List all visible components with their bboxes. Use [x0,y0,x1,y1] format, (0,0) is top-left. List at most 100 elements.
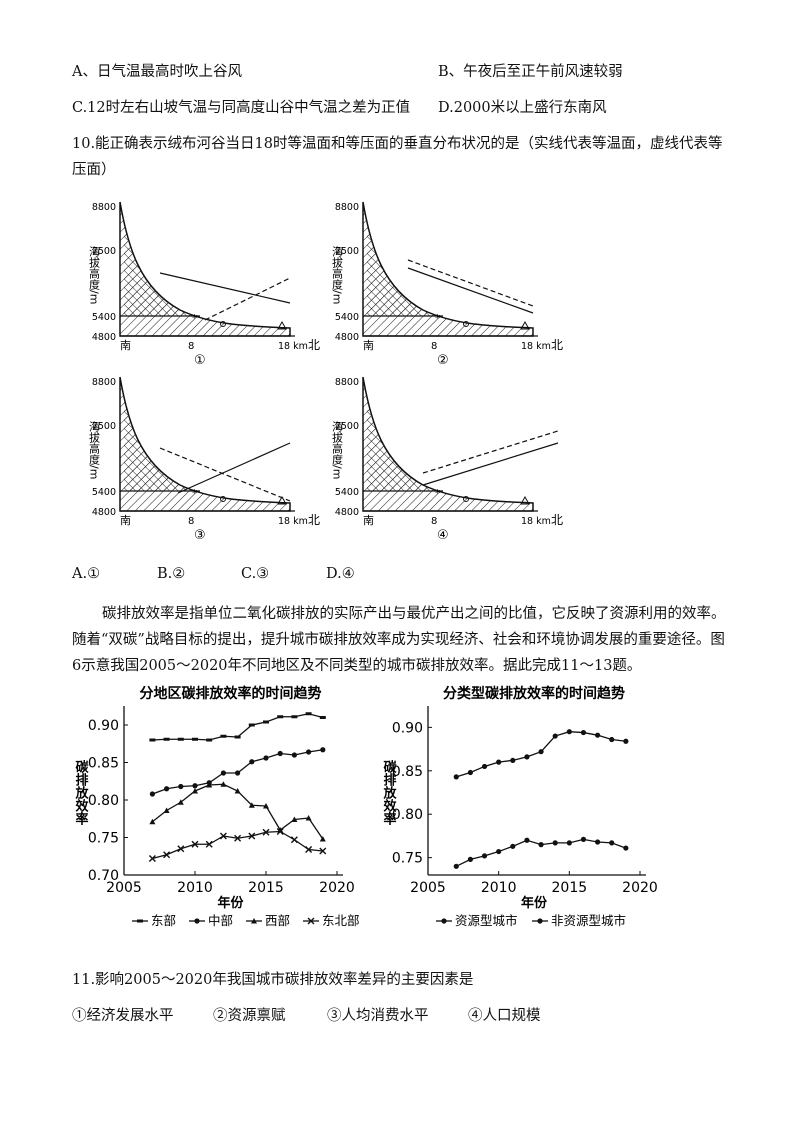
legend-item: 资源型城市 [436,913,518,928]
data-point [595,839,601,845]
y-tick-label: 7500 [92,421,116,432]
isobar-line [422,430,559,474]
panel-number: ② [437,353,449,368]
chart-title: 分地区碳排放效率的时间趋势 [140,685,322,702]
valley-panel-1: 海拔高度/m 8800 7500 5400 4800 * 南 8 18 km 北 ① [88,201,320,368]
x-tick-label: 2005 [106,880,142,896]
passage-text: 碳排放效率是指单位二氧化碳排放的实际产出与最优产出之间的比值，它反映了资源利用的… [72,606,726,674]
chart-title: 分类型碳排放效率的时间趋势 [443,685,625,702]
data-point [623,845,629,851]
q11-option-1: ①经济发展水平 [72,1008,174,1024]
data-point [163,851,171,859]
x-axis-label: 年份 [217,895,244,911]
valley-panel-3: 海拔高度/m 8800 7500 5400 4800 * 南 8 18 km 北 ③ [88,376,320,543]
data-point [149,791,155,797]
data-point [206,782,213,788]
data-point [277,750,283,757]
x-tick-label: 8 [188,341,194,352]
data-point [538,842,544,848]
data-point [623,738,629,744]
y-axis-label: 碳排放效率 [381,759,398,826]
y-tick-label: 5400 [92,312,116,323]
data-point [305,815,312,821]
data-point [276,828,284,835]
y-tick-label: 0.70 [88,868,119,884]
x-tick-label: 北 [308,338,320,352]
data-point [234,788,241,794]
data-point [263,803,269,809]
data-point [305,846,313,853]
series-line [456,731,626,778]
data-point [177,737,184,741]
data-point [496,848,502,855]
data-point [524,837,530,843]
data-point [263,755,269,761]
panel-number: ① [194,353,206,368]
y-tick-label: 4800 [92,332,116,343]
circle-marker [220,496,226,502]
circle-marker [463,321,469,327]
q11-option-3: ③人均消费水平 [327,1008,429,1024]
data-point [595,732,601,738]
data-point [177,799,184,805]
y-tick-label: 8800 [335,202,359,213]
star-marker: * [435,487,441,500]
data-point [251,918,257,924]
data-point [234,834,242,842]
y-tick-label: 7500 [92,246,116,257]
data-point [249,759,255,765]
circle-marker [220,321,226,327]
data-point [194,918,200,924]
q11-stem: 11.影响2005～2020年我国城市碳排放效率差异的主要因素是 [72,972,474,988]
series-中部 [149,747,326,797]
data-point [467,769,473,776]
q11-option-4: ④人口规模 [468,1008,541,1024]
data-point [580,729,587,736]
x-axis-label: 年份 [521,895,548,911]
data-point [163,737,170,741]
x-tick-label: 南 [363,514,374,527]
series-资源型城市 [453,836,629,869]
data-point [609,840,615,846]
series-东部 [149,712,326,742]
y-tick-label: 4800 [335,332,359,343]
data-point [220,781,227,787]
data-point [552,840,558,846]
legend-label: 东部 [151,913,176,928]
data-point [248,802,255,808]
data-point [580,836,587,842]
data-point [524,754,530,760]
q10-option-c: C.③ [241,566,270,582]
x-tick-label: 北 [551,338,563,352]
y-tick-label: 0.85 [392,764,423,780]
x-tick-label: 2010 [481,880,517,896]
y-tick-label: 7500 [335,421,359,432]
city-type-efficiency-chart: 分类型碳排放效率的时间趋势 0.75 0.80 0.85 0.90 2005 2010 201… [381,685,658,928]
x-tick-label: 2010 [177,880,213,896]
data-point [149,818,156,825]
isotherm-line [422,442,559,486]
data-point [291,752,297,758]
data-point [220,770,226,776]
data-point [206,738,213,742]
data-point [192,737,198,741]
data-point [496,759,502,765]
data-point [277,715,284,719]
warm-air-region [124,395,196,491]
data-point [319,716,326,719]
q9-option-d: D.2000米以上盛行东南风 [438,100,607,116]
x-tick-label: 南 [363,339,374,352]
series-非资源型城市 [453,729,629,780]
data-point [319,836,326,842]
y-tick-label: 0.75 [88,831,119,847]
valley-panel-2: 海拔高度/m 8800 7500 5400 4800 * 南 8 18 km 北 ② [331,201,563,368]
data-point [191,840,199,848]
isobar-line [407,259,534,307]
data-point [192,788,198,794]
data-point [467,856,473,862]
valley-panel-4: 海拔高度/m 8800 7500 5400 4800 * 南 8 18 km 北 ④ [331,376,563,543]
y-axis-label: 碳排放效率 [73,759,90,826]
legend-label: 西部 [265,913,290,928]
warm-air-region [367,220,439,316]
